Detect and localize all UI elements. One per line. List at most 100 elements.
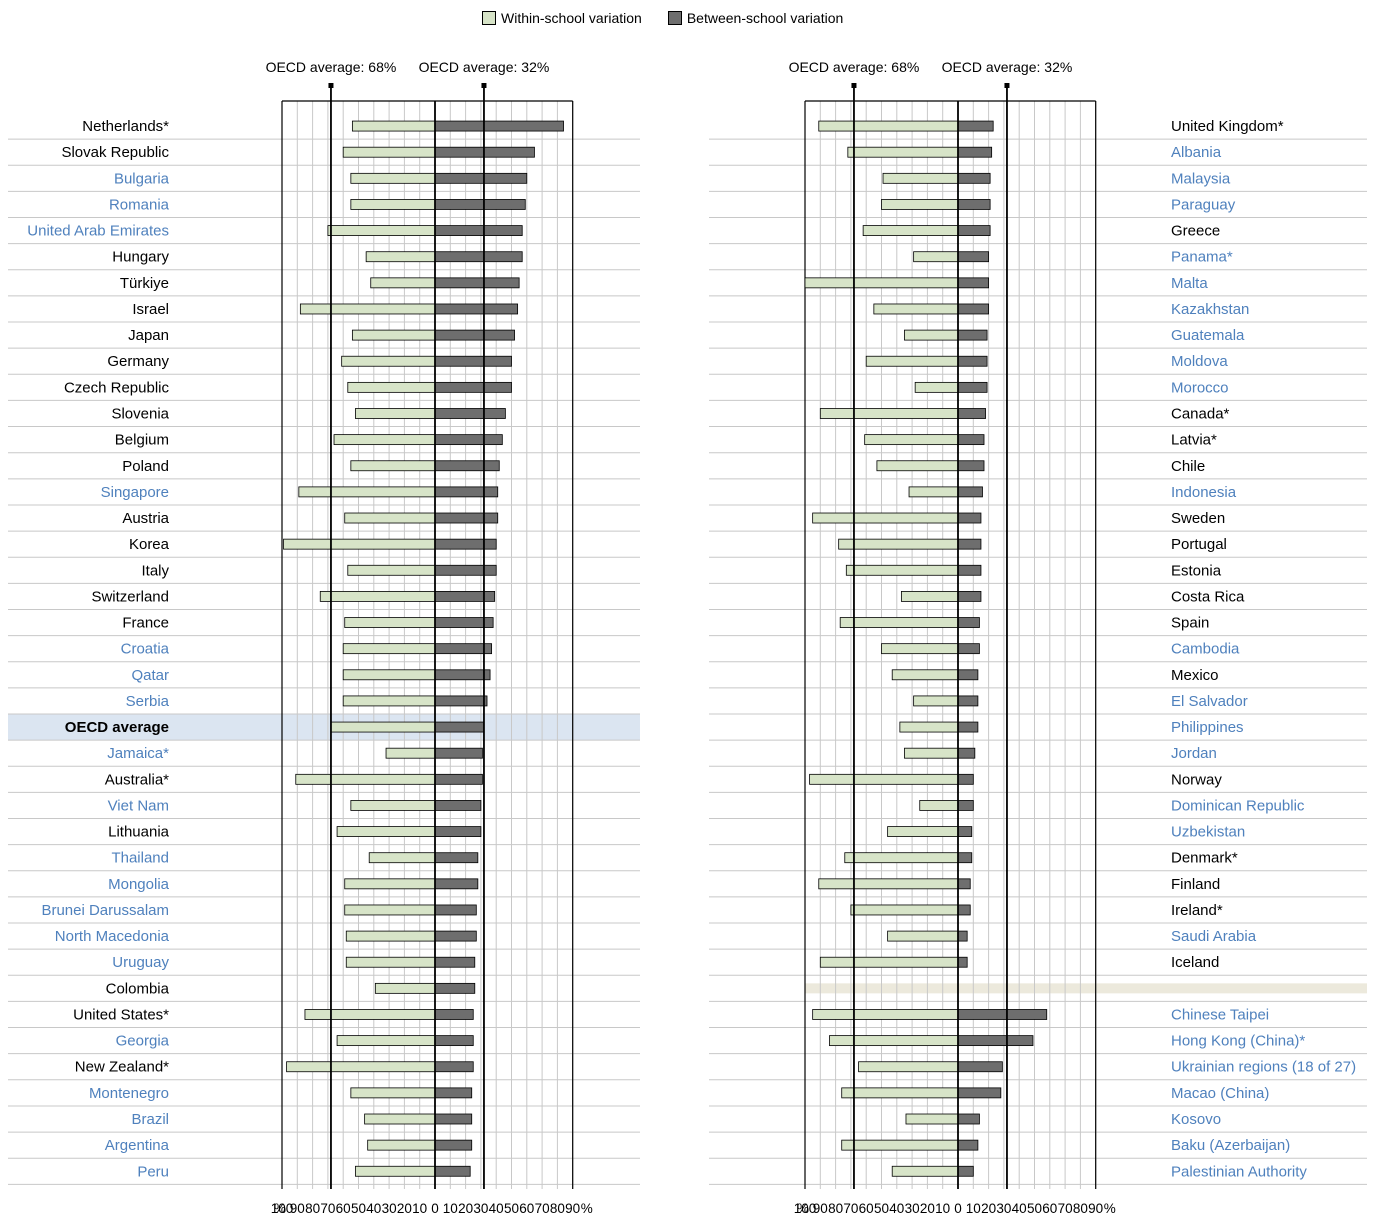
country-label: Croatia: [121, 641, 170, 658]
bar-within: [336, 1035, 436, 1047]
tick-label: 30: [473, 1201, 488, 1216]
bar-within: [819, 956, 959, 968]
country-label: Costa Rica: [1171, 588, 1245, 605]
country-label: Albania: [1171, 144, 1222, 161]
axis-percent-right: %: [1104, 1201, 1116, 1216]
bar-within: [845, 564, 959, 576]
bar-within: [882, 172, 959, 184]
country-label: Thailand: [111, 850, 169, 867]
country-label: Slovak Republic: [61, 144, 169, 161]
bar-between: [434, 669, 491, 681]
bar-within: [336, 826, 436, 837]
bar-between: [434, 826, 482, 837]
bar-between: [434, 956, 476, 968]
tick-label: 30: [382, 1201, 397, 1216]
bar-between: [434, 747, 483, 759]
tick-label: 10: [966, 1201, 981, 1216]
country-label: United Kingdom*: [1171, 118, 1284, 135]
bar-between: [434, 695, 488, 707]
group-separator: [805, 983, 1367, 994]
tick-label: 60: [519, 1201, 534, 1216]
bar-between: [957, 1165, 974, 1177]
tick-label: 60: [1042, 1201, 1057, 1216]
bar-between: [434, 225, 523, 236]
bar-within: [330, 721, 436, 733]
bar-within: [841, 1087, 959, 1099]
country-label: France: [122, 615, 169, 632]
bar-between: [957, 1035, 1034, 1047]
bar-within: [355, 408, 436, 419]
bar-between: [957, 747, 976, 759]
bar-within: [355, 1165, 436, 1177]
bar-within: [344, 878, 436, 890]
country-label: Türkiye: [120, 275, 169, 292]
bar-between: [957, 617, 980, 628]
bar-between: [434, 199, 526, 210]
bar-within: [858, 1061, 959, 1073]
bar-within: [804, 277, 959, 289]
country-label: Jordan: [1171, 745, 1217, 762]
bar-between: [957, 355, 988, 367]
bar-within: [841, 1139, 959, 1151]
tick-label: 10: [935, 1201, 950, 1216]
tick-label: 60: [336, 1201, 351, 1216]
bar-between: [957, 434, 985, 446]
bar-between: [957, 956, 968, 968]
legend: Within-school variation Between-school v…: [482, 8, 869, 28]
country-label: Dominican Republic: [1171, 797, 1305, 814]
bar-between: [434, 277, 520, 289]
country-label: Austria: [122, 510, 169, 527]
tick-label: 0: [431, 1201, 439, 1216]
bar-within: [319, 591, 436, 602]
bar-between: [957, 303, 990, 315]
country-label: Ukrainian regions (18 of 27): [1171, 1059, 1356, 1076]
country-label: Ireland*: [1171, 902, 1223, 919]
tick-label: 40: [1012, 1201, 1027, 1216]
tick-label: 10: [443, 1201, 458, 1216]
bar-within: [295, 773, 436, 785]
bar-between: [434, 930, 477, 942]
axis-percent-right: %: [581, 1201, 593, 1216]
country-label: Montenegro: [89, 1085, 169, 1102]
oecd-average-between-marker: [1004, 83, 1010, 88]
country-label: Portugal: [1171, 536, 1227, 553]
country-label: Slovenia: [111, 405, 169, 422]
bar-within: [819, 408, 959, 419]
bar-between: [957, 1087, 1002, 1099]
tick-label: 70: [535, 1201, 550, 1216]
bar-within: [887, 930, 959, 942]
country-label: Korea: [129, 536, 170, 553]
tick-label: 40: [889, 1201, 904, 1216]
bar-within: [908, 486, 959, 498]
legend-item-between: Between-school variation: [667, 10, 843, 26]
bar-within: [365, 251, 436, 263]
tick-label: 10: [412, 1201, 427, 1216]
country-label: Uzbekistan: [1171, 824, 1245, 841]
bar-within: [350, 199, 436, 210]
country-label: Macao (China): [1171, 1085, 1269, 1102]
bar-between: [957, 930, 968, 942]
country-label: Canada*: [1171, 405, 1230, 422]
bar-between: [957, 538, 982, 550]
bar-between: [434, 303, 519, 315]
bar-within: [812, 512, 959, 524]
bar-within: [350, 460, 436, 472]
bar-within: [904, 329, 959, 341]
bar-between: [434, 1061, 474, 1073]
country-label: Saudi Arabia: [1171, 928, 1257, 945]
bar-within: [876, 460, 959, 472]
country-label: Brunei Darussalam: [41, 902, 169, 919]
bar-within: [333, 434, 436, 446]
bar-between: [434, 1009, 474, 1020]
axis-percent-left: %: [797, 1201, 809, 1216]
country-label: Norway: [1171, 771, 1222, 788]
bar-within: [368, 852, 436, 864]
country-label: Bulgaria: [114, 170, 170, 187]
bar-between: [957, 120, 994, 132]
bar-between: [434, 591, 496, 602]
tick-label: 20: [920, 1201, 935, 1216]
tick-label: 70: [843, 1201, 858, 1216]
country-label: North Macedonia: [55, 928, 170, 945]
bar-between: [957, 643, 980, 655]
country-label: Colombia: [106, 980, 170, 997]
